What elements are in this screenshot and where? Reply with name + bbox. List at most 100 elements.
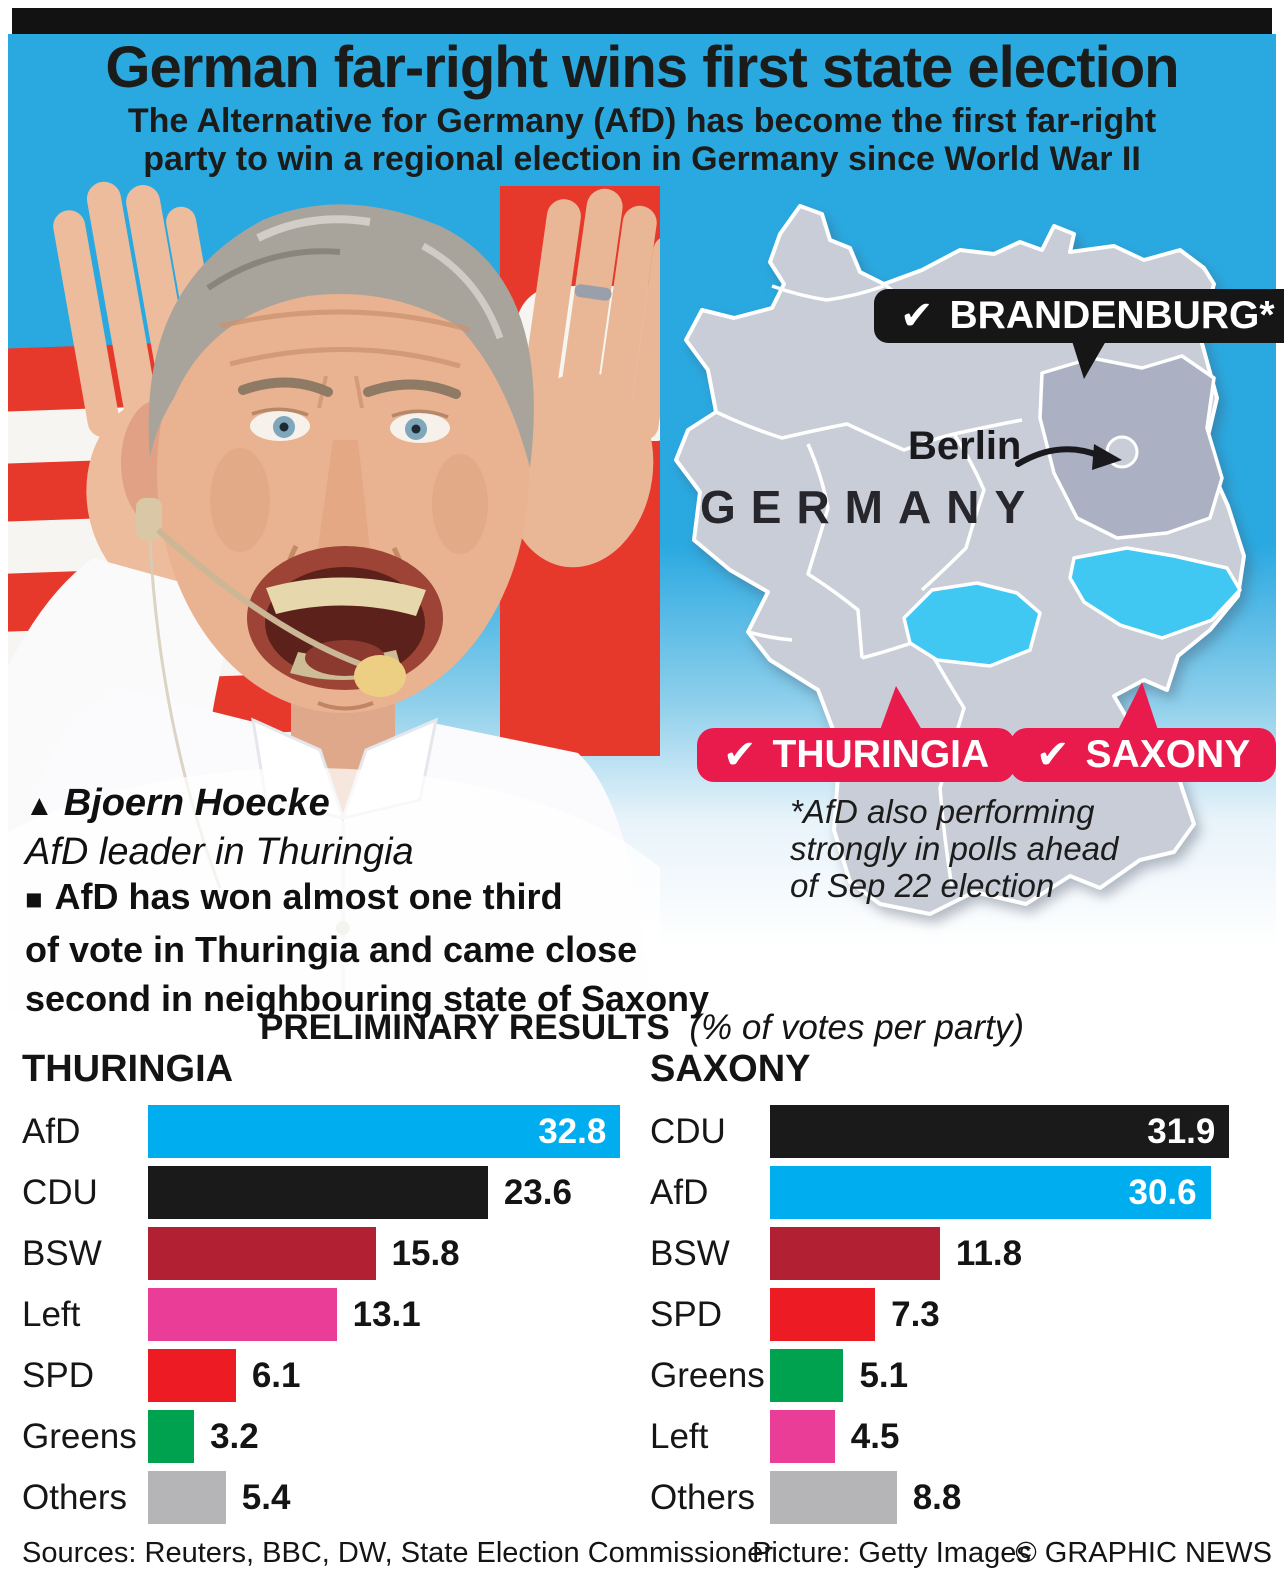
results-title-note: (% of votes per party)	[689, 1008, 1024, 1047]
callout-brandenburg-label: BRANDENBURG*	[949, 294, 1275, 337]
bar-spd	[148, 1349, 236, 1402]
face	[121, 204, 534, 713]
party-label: BSW	[650, 1233, 730, 1273]
chart-title: SAXONY	[650, 1048, 811, 1090]
value-label: 13.1	[352, 1294, 421, 1334]
value-label: 15.8	[391, 1233, 460, 1273]
party-label: Others	[22, 1477, 128, 1517]
value-label: 5.4	[241, 1477, 291, 1517]
standfirst-line-3: second in neighbouring state of Saxony	[25, 978, 710, 1019]
state-thuringia	[902, 581, 1042, 668]
chart-row-cdu: CDU 31.9	[650, 1105, 1230, 1158]
value-label: 11.8	[955, 1233, 1023, 1273]
standfirst-line-2: of vote in Thuringia and came close	[25, 929, 638, 970]
party-label: Others	[650, 1477, 756, 1517]
footer-picture-credit: Picture: Getty Images	[752, 1537, 1031, 1569]
check-icon: ✔	[1036, 733, 1070, 777]
value-label: 31.9	[1147, 1111, 1216, 1151]
chart-row-left: Left 13.1	[22, 1288, 620, 1341]
value-label: 7.3	[891, 1294, 940, 1334]
chart-row-spd: SPD 7.3	[650, 1288, 1229, 1341]
party-label: AfD	[22, 1111, 81, 1151]
party-label: SPD	[22, 1355, 94, 1395]
value-label: 4.5	[850, 1416, 900, 1456]
chart-row-cdu: CDU 23.6	[22, 1166, 620, 1219]
results-title-main: PRELIMINARY RESULTS	[260, 1008, 670, 1047]
party-label: Left	[650, 1416, 709, 1456]
bar-cdu: 31.9	[770, 1105, 1230, 1158]
value-label: 23.6	[503, 1172, 572, 1212]
chart-row-bsw: BSW 11.8	[650, 1227, 1229, 1280]
germany-label: GERMANY	[700, 481, 1041, 533]
chart-thuringia: THURINGIA AfD 32.8 CDU 23.6 BSW 15.8 Left 13.1 S…	[22, 1048, 621, 1524]
callout-brandenburg: ✔ BRANDENBURG*	[874, 289, 1284, 379]
caption-name-line: ▲ Bjoern Hoecke	[25, 782, 414, 825]
triangle-up-icon: ▲	[25, 790, 54, 822]
value-label: 30.6	[1128, 1172, 1197, 1212]
state-saxony	[1068, 546, 1242, 640]
bar-left	[148, 1288, 337, 1341]
square-bullet-icon: ■	[25, 884, 43, 916]
page-subtitle: The Alternative for Germany (AfD) has be…	[0, 102, 1284, 178]
right-hand	[471, 188, 660, 568]
party-label: Greens	[650, 1355, 765, 1395]
subtitle-line-1: The Alternative for Germany (AfD) has be…	[127, 102, 1157, 140]
bar-left	[770, 1410, 835, 1463]
bar-spd	[770, 1288, 876, 1341]
party-label: Left	[22, 1294, 81, 1334]
bar-others	[770, 1471, 897, 1524]
chart-row-spd: SPD 6.1	[22, 1349, 620, 1402]
top-black-bar	[12, 8, 1272, 34]
subtitle-line-2: party to win a regional election in Germ…	[143, 140, 1141, 178]
callout-thuringia-label: THURINGIA	[772, 733, 990, 776]
chart-rows: AfD 32.8 CDU 23.6 BSW 15.8 Left 13.1 SPD 6.1 Green…	[22, 1105, 621, 1524]
party-label: CDU	[650, 1111, 726, 1151]
bar-cdu	[148, 1166, 488, 1219]
berlin-label: Berlin	[908, 424, 1022, 468]
check-icon: ✔	[900, 294, 934, 338]
chart-saxony: SAXONY CDU 31.9 AfD 30.6 BSW 11.8 SPD 7.3 Greens…	[650, 1048, 1230, 1524]
party-label: SPD	[650, 1294, 722, 1334]
value-label: 5.1	[859, 1355, 909, 1395]
caption-role: AfD leader in Thuringia	[25, 831, 414, 873]
party-label: CDU	[22, 1172, 98, 1212]
value-label: 8.8	[912, 1477, 962, 1517]
ring	[574, 284, 612, 301]
chart-title: THURINGIA	[22, 1048, 234, 1090]
value-label: 3.2	[210, 1416, 259, 1456]
chart-row-others: Others 8.8	[650, 1471, 1229, 1524]
value-label: 6.1	[251, 1355, 301, 1395]
footer-copyright: © GRAPHIC NEWS	[1015, 1537, 1272, 1569]
standfirst-line-1: ■ AfD has won almost one third	[25, 876, 563, 917]
callout-thuringia: ✔ THURINGIA	[697, 686, 1016, 782]
callout-saxony-label: SAXONY	[1085, 733, 1251, 776]
party-label: BSW	[22, 1233, 102, 1273]
bar-greens	[148, 1410, 195, 1463]
bar-greens	[770, 1349, 844, 1402]
chart-row-others: Others 5.4	[22, 1471, 620, 1524]
chart-row-greens: Greens 5.1	[650, 1349, 1229, 1402]
bar-others	[148, 1471, 226, 1524]
map-footnote: *AfD also performing strongly in polls a…	[790, 793, 1119, 904]
chart-row-greens: Greens 3.2	[22, 1410, 620, 1463]
chart-row-afd: AfD 30.6	[650, 1166, 1229, 1219]
bar-afd: 32.8	[148, 1105, 621, 1158]
bar-bsw	[148, 1227, 376, 1280]
chart-row-afd: AfD 32.8	[22, 1105, 621, 1158]
bar-bsw	[770, 1227, 940, 1280]
footer-sources: Sources: Reuters, BBC, DW, State Electio…	[22, 1537, 774, 1569]
party-label: Greens	[22, 1416, 137, 1456]
chart-rows: CDU 31.9 AfD 30.6 BSW 11.8 SPD 7.3 Greens 5.1 Left…	[650, 1105, 1230, 1524]
photo-caption: ▲ Bjoern Hoecke AfD leader in Thuringia	[25, 782, 414, 874]
party-label: AfD	[650, 1172, 709, 1212]
caption-name: Bjoern Hoecke	[63, 782, 330, 824]
callout-saxony: ✔ SAXONY	[1010, 682, 1277, 782]
page-title: German far-right wins first state electi…	[105, 35, 1179, 100]
results-title: PRELIMINARY RESULTS (% of votes per part…	[0, 1008, 1284, 1048]
chart-row-left: Left 4.5	[650, 1410, 1229, 1463]
standfirst: ■ AfD has won almost one third of vote in…	[25, 872, 709, 1023]
caption-backdrop	[8, 768, 660, 1010]
check-icon: ✔	[723, 733, 757, 777]
value-label: 32.8	[538, 1111, 607, 1151]
